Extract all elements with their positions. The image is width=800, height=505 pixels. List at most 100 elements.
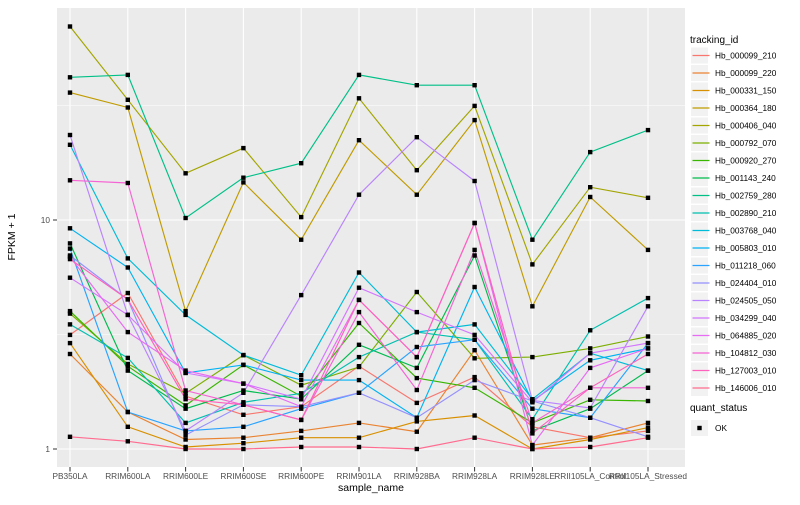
x-tick-label: RRII105LA_Control	[554, 471, 626, 481]
x-tick-label: RRIM928BA	[394, 471, 441, 481]
data-point	[356, 377, 362, 383]
legend-item-label: Hb_000099_220	[715, 68, 777, 78]
axes: 10 1 PB350LA RRIM600LA RRIM600LE RRIM600SE RRI…	[41, 215, 688, 481]
legend-item-label: Hb_001143_240	[715, 173, 776, 183]
data-point	[356, 435, 362, 440]
legend-item: Hb_034299_040	[691, 310, 777, 326]
data-point	[241, 402, 246, 407]
data-point	[472, 284, 477, 290]
data-point	[241, 352, 246, 358]
data-point	[356, 192, 362, 197]
data-point	[183, 215, 188, 221]
data-point	[356, 420, 362, 426]
data-point	[183, 368, 188, 373]
legend-item-label: Hb_000920_270	[715, 156, 777, 166]
data-point	[472, 377, 477, 383]
legend-item-label: Hb_104812_030	[715, 348, 777, 358]
data-point	[299, 404, 304, 409]
data-point	[67, 332, 73, 338]
data-point	[67, 132, 73, 138]
data-point	[241, 388, 246, 393]
data-point	[414, 344, 419, 350]
data-point	[414, 329, 419, 335]
data-point	[645, 195, 651, 200]
legend-item-label: Hb_002759_280	[715, 191, 777, 201]
data-point	[299, 292, 304, 298]
x-tick-label: RRIM600LA	[105, 471, 151, 481]
data-point	[125, 97, 130, 102]
data-point	[356, 270, 362, 275]
data-point	[472, 374, 477, 380]
data-point	[241, 435, 246, 440]
data-point	[530, 262, 535, 267]
data-point	[356, 444, 362, 450]
data-point	[241, 424, 246, 429]
data-point	[645, 435, 651, 440]
legend-item: Hb_001143_240	[691, 170, 776, 186]
data-point	[241, 145, 246, 151]
data-point	[183, 308, 188, 314]
data-point	[645, 334, 651, 339]
data-point	[125, 424, 130, 429]
legend-item: Hb_024404_010	[691, 275, 777, 291]
legend-item: Hb_000792_070	[691, 135, 777, 151]
y-tick-label: 1	[45, 444, 50, 454]
data-point	[588, 185, 593, 190]
data-point	[67, 241, 73, 246]
data-point	[414, 429, 419, 434]
x-tick-label: RRIM600PE	[278, 471, 325, 481]
data-point	[645, 295, 651, 301]
data-point	[530, 442, 535, 448]
data-point	[67, 256, 73, 262]
data-point	[183, 397, 188, 402]
data-point	[472, 435, 477, 440]
legend-item-label: Hb_000331_150	[715, 86, 777, 96]
data-point	[472, 348, 477, 353]
data-point	[67, 275, 73, 280]
data-point	[125, 256, 130, 261]
data-point	[183, 391, 188, 396]
data-point	[299, 428, 304, 434]
legend-item: Hb_002890_210	[691, 205, 777, 221]
data-point	[67, 90, 73, 95]
data-point	[472, 83, 477, 88]
data-point	[183, 370, 188, 376]
data-point	[530, 417, 535, 422]
data-point	[241, 180, 246, 185]
data-point	[183, 403, 188, 408]
data-point	[414, 354, 419, 360]
data-point	[183, 171, 188, 176]
data-point	[414, 446, 419, 452]
data-point	[67, 340, 73, 346]
data-point	[645, 351, 651, 357]
legend-item: Hb_011218_060	[691, 257, 776, 274]
data-point	[530, 304, 535, 309]
data-point	[241, 381, 246, 386]
legend-item: Hb_146006_010	[691, 380, 777, 396]
data-point	[472, 385, 477, 390]
legend-item-label: Hb_002890_210	[715, 208, 777, 218]
data-point	[414, 375, 419, 381]
data-point	[645, 385, 651, 390]
data-point	[530, 420, 535, 426]
data-point	[356, 96, 362, 101]
legend-item-label: Hb_000364_180	[715, 103, 777, 113]
data-point	[241, 412, 246, 417]
data-point	[588, 397, 593, 402]
panel-background	[57, 8, 685, 467]
legend-item: Hb_002759_280	[691, 187, 777, 204]
data-point	[125, 265, 130, 270]
data-point	[125, 368, 130, 373]
data-point	[588, 365, 593, 371]
data-point	[299, 161, 304, 166]
data-point	[299, 397, 304, 402]
legend-item: Hb_000331_150	[691, 82, 777, 99]
data-point	[588, 328, 593, 333]
data-point	[67, 226, 73, 231]
data-point	[356, 390, 362, 395]
legend-item-label: Hb_000099_210	[715, 51, 777, 61]
data-point	[125, 72, 130, 78]
quant-status-ok-label: OK	[715, 423, 727, 433]
data-point	[67, 178, 73, 183]
data-point	[645, 398, 651, 404]
